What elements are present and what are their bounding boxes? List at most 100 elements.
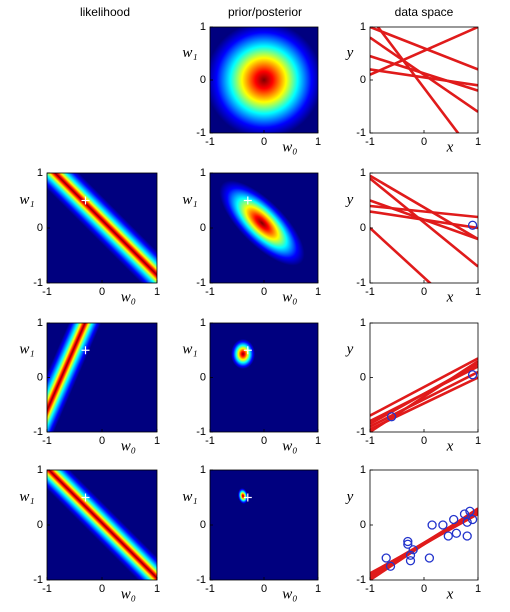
data-point: [385, 561, 396, 571]
x-tick-label: -1: [205, 136, 215, 148]
sample-line: [370, 370, 478, 428]
y-axis-label: w₁: [182, 192, 197, 208]
data-point: [462, 531, 472, 541]
sample-line: [370, 376, 478, 431]
column-title: prior/posterior: [228, 5, 302, 19]
y-tick-label: -1: [33, 574, 43, 586]
x-tick-label: 1: [154, 583, 160, 595]
y-tick-label: -1: [196, 277, 206, 289]
y-tick-label: 1: [37, 167, 43, 179]
y-axis-label: w₁: [19, 489, 34, 505]
plot-area: [370, 357, 478, 432]
true-parameter-marker: [243, 493, 252, 502]
panel: -1 0 1 -1 0 1 w₀ w₁: [19, 167, 160, 306]
y-tick-label: 0: [360, 222, 366, 234]
data-point: [467, 514, 478, 525]
panel: -1 0 1 -1 0 1 w₀ w₁: [19, 464, 160, 603]
x-tick-label: -1: [205, 286, 215, 298]
sample-line: [370, 27, 478, 71]
plot-area: [47, 470, 157, 580]
true-parameter-marker: [243, 346, 252, 355]
x-tick-label: 1: [315, 286, 321, 298]
sample-line: [370, 204, 478, 219]
y-axis-label: w₁: [182, 342, 197, 358]
sample-line: [370, 362, 478, 425]
true-parameter-marker: [81, 493, 90, 502]
data-point: [443, 531, 453, 541]
sample-line: [370, 357, 478, 417]
y-axis-label: y: [345, 342, 354, 358]
sample-line: [370, 174, 478, 241]
panel: -1 0 1 -1 0 1 w₀ w₁: [182, 464, 321, 603]
data-point: [405, 556, 416, 566]
x-tick-label: 0: [261, 583, 267, 595]
x-axis-label: w₀: [121, 586, 136, 602]
x-tick-label: -1: [365, 435, 375, 447]
y-tick-label: 1: [360, 21, 366, 33]
y-tick-label: 1: [37, 464, 43, 476]
data-point: [405, 550, 416, 560]
data-point: [462, 517, 472, 527]
x-tick-label: 1: [475, 435, 481, 447]
x-tick-label: 0: [421, 286, 427, 298]
panel: -1 0 1 -1 0 1 x y: [345, 317, 481, 455]
y-tick-label: 0: [360, 74, 366, 86]
column-title: data space: [395, 5, 454, 19]
y-axis-label: y: [345, 45, 354, 61]
plot-area: [370, 506, 478, 580]
sample-line: [370, 210, 478, 230]
x-tick-label: 1: [475, 286, 481, 298]
x-tick-label: 1: [315, 583, 321, 595]
x-axis-label: w₀: [121, 438, 136, 454]
y-tick-label: 0: [37, 371, 43, 383]
heatmap-band: [47, 173, 157, 283]
sample-line: [370, 36, 478, 113]
x-axis-label: w₀: [282, 289, 297, 305]
y-tick-label: 0: [37, 222, 43, 234]
heatmap: [210, 323, 318, 432]
y-tick-label: -1: [356, 127, 366, 139]
y-axis-label: w₁: [182, 489, 197, 505]
panel: -1 0 1 -1 0 1 x y: [345, 167, 481, 306]
x-axis-label: x: [446, 289, 454, 305]
panel-frame: [369, 26, 479, 134]
y-tick-label: -1: [33, 426, 43, 438]
x-axis-label: w₀: [282, 438, 297, 454]
data-point: [408, 545, 418, 555]
y-tick-label: 1: [200, 167, 206, 179]
data-point: [381, 553, 391, 563]
heatmap-blob: [231, 339, 255, 369]
y-tick-label: -1: [356, 426, 366, 438]
heatmap-blob: [210, 27, 318, 133]
panel: -1 0 1 -1 0 1 x y: [345, 464, 481, 603]
sample-line: [370, 68, 478, 87]
y-tick-label: 1: [200, 464, 206, 476]
panel: -1 0 1 -1 0 1 x y: [345, 21, 481, 156]
data-point: [424, 553, 435, 563]
heatmap-band: [47, 323, 127, 432]
sample-line: [376, 27, 460, 133]
y-tick-label: 0: [200, 519, 206, 531]
y-tick-label: -1: [196, 127, 206, 139]
y-tick-label: 0: [200, 222, 206, 234]
x-tick-label: 0: [421, 435, 427, 447]
x-tick-label: -1: [205, 583, 215, 595]
x-tick-label: 0: [261, 136, 267, 148]
data-point: [467, 220, 478, 230]
plot-area: [210, 323, 318, 432]
x-tick-label: -1: [365, 136, 375, 148]
x-axis-label: w₀: [282, 139, 297, 155]
column-title: likelihood: [80, 5, 130, 19]
x-tick-label: 0: [421, 583, 427, 595]
y-tick-label: 1: [360, 317, 366, 329]
y-tick-label: 1: [360, 464, 366, 476]
panel: -1 0 1 -1 0 1 w₀ w₁: [182, 167, 321, 306]
x-tick-label: -1: [365, 286, 375, 298]
y-axis-label: y: [345, 192, 354, 208]
x-tick-label: 1: [315, 435, 321, 447]
x-tick-label: 1: [475, 583, 481, 595]
y-tick-label: 1: [37, 317, 43, 329]
data-point: [403, 539, 413, 549]
